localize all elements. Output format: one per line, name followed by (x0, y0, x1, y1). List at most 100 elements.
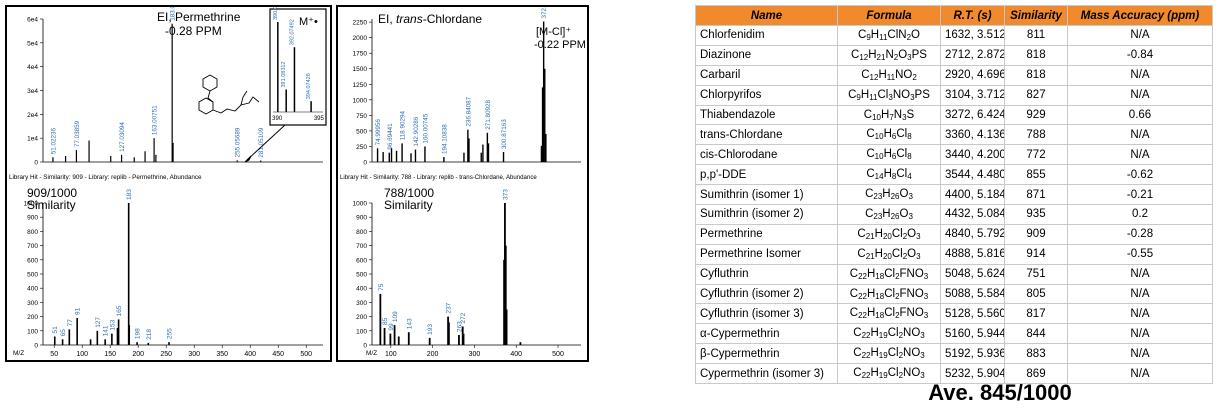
x-tick-label: 200 (427, 351, 439, 358)
formula-part: 3 (923, 311, 929, 321)
formula-part: O (899, 207, 909, 220)
y-tick-label: 2250 (353, 20, 368, 27)
cell-similarity: 811 (1004, 25, 1068, 46)
formula-part: 21 (876, 52, 886, 62)
formula-part: O (898, 48, 908, 61)
cell-similarity: 818 (1004, 44, 1068, 66)
cell-accuracy: -0.55 (1067, 243, 1213, 265)
formula-part: Cl (896, 168, 908, 181)
cell-name: Chlorpyrifos (695, 84, 838, 106)
library-caption: Library Hit - Similarity: 909 - Library:… (9, 174, 202, 181)
col-accuracy-header: Mass Accuracy (ppm) (1067, 5, 1213, 26)
formula-part: 3 (916, 231, 921, 241)
formula-part: O (899, 188, 909, 201)
formula-part: PS (911, 48, 927, 61)
formula-part: 2 (895, 271, 900, 281)
chlordane-panel: 0 250 500 750 1000 1250 1500 1750 2000 2250 74.999… (336, 0, 589, 362)
formula-part: H (881, 108, 890, 121)
formula-part: N (893, 108, 903, 121)
y-tick-label: 0 (34, 343, 38, 350)
formula-part: H (883, 168, 892, 181)
cell-accuracy: N/A (1067, 64, 1213, 86)
cell-name: Cyfluthrin (695, 263, 838, 285)
y-tick-label: 800 (27, 229, 38, 236)
cell-rt: 4840, 5.792 (940, 223, 1005, 245)
cell-similarity: 914 (1004, 243, 1068, 265)
formula-part: 2 (902, 231, 908, 241)
formula-part: PS (914, 88, 930, 101)
peak-label: 271.80928 (485, 100, 492, 130)
y-tick-label: 300 (27, 300, 38, 307)
cell-name: Cyfluthrin (isomer 3) (695, 303, 838, 325)
cell-name: Sumithrin (isomer 1) (695, 184, 838, 206)
chlordane-chart: 025050075010001250150017502000225074.999… (340, 0, 586, 358)
formula-part: 22 (858, 271, 867, 281)
formula-part: C (853, 367, 862, 380)
formula-part: C (849, 287, 859, 300)
similarity-score: 788/1000 (384, 186, 434, 200)
formula-part: Cl (887, 327, 899, 340)
peak-label: 237 (446, 302, 453, 313)
y-tick-label: 600 (27, 257, 38, 264)
formula-part: 12 (859, 52, 869, 62)
formula-part: 6 (891, 152, 897, 162)
cell-formula: C22H19Cl2NO3 (837, 323, 941, 345)
y-tick-label: 800 (356, 229, 367, 236)
formula-part: C (853, 347, 862, 360)
formula-part: 21 (865, 231, 875, 241)
peak-label: 372.82545 (541, 7, 548, 18)
formula-part: Cl (891, 247, 903, 260)
similarity-label: Similarity (27, 198, 76, 212)
y-tick-label: 200 (27, 314, 38, 321)
inset-peak-label: 390.07820 (273, 7, 279, 20)
formula-part: 12 (869, 72, 879, 82)
y-tick-label: 400 (356, 286, 367, 293)
cell-similarity: 844 (1004, 323, 1068, 345)
cell-similarity: 772 (1004, 144, 1068, 166)
x-tick-label: 450 (272, 351, 284, 358)
formula-part: FNO (899, 287, 924, 300)
cell-rt: 5088, 5.584 (940, 283, 1005, 305)
arrow-head (244, 155, 252, 163)
cell-accuracy: -0.28 (1067, 223, 1213, 245)
cell-similarity: 788 (1004, 124, 1068, 146)
cell-similarity: 909 (1004, 223, 1068, 245)
benzene-ring-icon (202, 74, 218, 92)
peak-label: 236.84087 (465, 96, 472, 126)
peak-label: 163.00751 (152, 105, 159, 135)
cell-name: Cyfluthrin (isomer 2) (695, 283, 838, 305)
formula-part: NO (903, 367, 921, 380)
cell-similarity: 871 (1004, 184, 1068, 206)
peak-label: 142.90286 (413, 116, 420, 146)
y-tick-label: 900 (356, 215, 367, 222)
formula-part: H (870, 347, 879, 360)
formula-part: Cl (877, 88, 889, 101)
cell-similarity: 935 (1004, 204, 1068, 225)
formula-part: 2 (898, 371, 904, 381)
y-tick-label: 1250 (353, 82, 368, 89)
cell-formula: C10H6Cl8 (837, 144, 941, 166)
cell-accuracy: N/A (1067, 283, 1213, 305)
peak-label: 165 (116, 305, 123, 316)
library-caption: Library Hit - Similarity: 788 - Library:… (340, 174, 537, 181)
permethrin-structure-icon (198, 74, 260, 115)
y-tick-label: 200 (356, 314, 367, 321)
inset-peak-label: 391.08312 (281, 62, 287, 88)
col-formula-header: Formula (837, 5, 941, 26)
formula-part: 26 (890, 211, 900, 221)
formula-part: 22 (858, 311, 867, 321)
formula-part: 23 (873, 211, 883, 221)
table-row: p,p'-DDE C14H8Cl4 3544, 4.480 855 -0.62 (695, 164, 1213, 186)
peak-label: 194.10838 (441, 124, 448, 154)
cell-formula: C9H11ClN2O (837, 25, 941, 46)
table-row: Sumithrin (isomer 2) C23H26O3 4432, 5.084 9… (695, 204, 1213, 225)
formula-part: O (907, 247, 917, 260)
formula-part: C (866, 168, 875, 181)
formula-part: 22 (861, 331, 871, 341)
formula-part: Cl (891, 227, 903, 240)
peak-label: 300.87163 (501, 119, 508, 149)
formula-part: 2 (895, 291, 900, 301)
cell-rt: 3104, 3.712 (940, 84, 1005, 106)
peak-label: 127 (95, 317, 102, 328)
x-tick-label: 500 (300, 351, 312, 358)
